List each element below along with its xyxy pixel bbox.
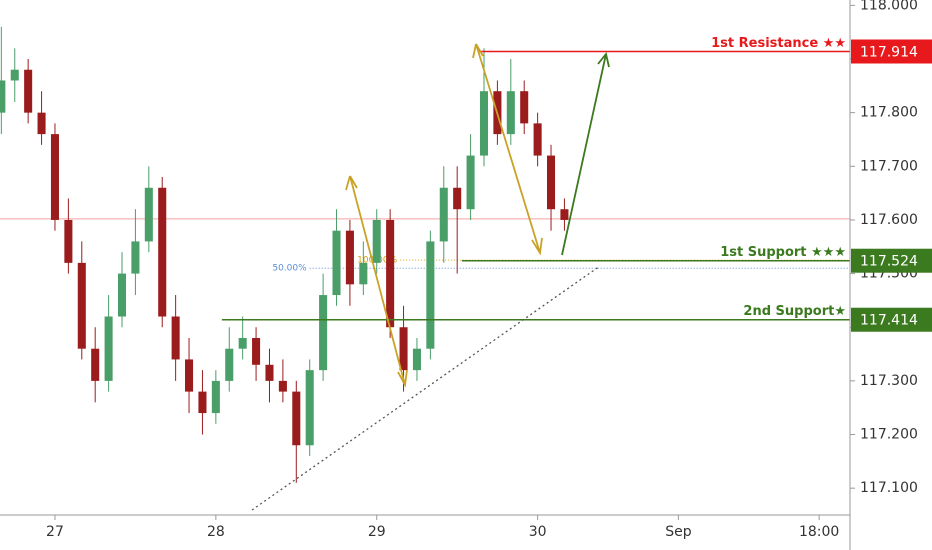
x-tick-label: 30 (529, 524, 547, 540)
candle-body (10, 69, 19, 81)
candle-body (305, 370, 314, 446)
candle-body (158, 187, 167, 317)
candle-body (426, 241, 435, 349)
y-tick-label: 118.000 (860, 0, 918, 13)
candle-body (466, 155, 475, 210)
x-tick-label: Sep (665, 524, 692, 540)
candle-body (372, 219, 381, 263)
axis-layer: 117.100117.200117.300117.400117.500117.6… (46, 0, 932, 540)
candle-body (359, 262, 368, 285)
candle-body (0, 80, 6, 113)
level-name: 1st Resistance ★★ (711, 36, 846, 51)
level-price-box (851, 39, 932, 64)
level-price-box (851, 248, 932, 273)
x-tick-label: 29 (368, 524, 386, 540)
level-name: 2nd Support★ (743, 304, 846, 319)
candle-body (520, 91, 529, 124)
candle-body (24, 69, 33, 113)
candle-body (278, 380, 287, 392)
candle-body (117, 273, 127, 317)
level-name: 1st Support ★★★ (720, 245, 846, 260)
candle-body (104, 316, 113, 381)
candle-body (479, 91, 489, 156)
candle-body (399, 327, 408, 371)
level-price: 117.914 (860, 45, 918, 61)
candle-body (292, 391, 301, 446)
candle-body (171, 316, 180, 360)
candle-body (560, 209, 569, 220)
y-tick-label: 117.600 (860, 212, 918, 228)
candle-body (185, 359, 194, 392)
candle-body (265, 364, 274, 381)
y-tick-label: 117.300 (860, 373, 918, 389)
candle-body (439, 187, 448, 242)
candle-body (547, 155, 556, 210)
arrow (345, 175, 408, 388)
y-tick-label: 117.700 (860, 158, 918, 174)
y-tick-label: 117.800 (860, 105, 918, 121)
candle-body (533, 123, 542, 156)
candle-body (412, 348, 421, 371)
level-price: 117.414 (860, 313, 918, 329)
candle-body (198, 391, 207, 414)
candle-body (50, 134, 59, 220)
candle-body (238, 337, 247, 349)
candle-body (131, 241, 140, 274)
candle-body (64, 219, 73, 263)
candle-body (91, 348, 100, 381)
projection-arrow (561, 51, 610, 256)
candle-body (332, 230, 341, 296)
candle-body (37, 112, 46, 135)
trendline (251, 265, 601, 511)
y-tick-label: 117.200 (860, 427, 918, 443)
x-tick-label: 27 (46, 524, 64, 540)
level-price: 117.524 (860, 254, 918, 270)
y-tick-label: 117.100 (860, 480, 918, 496)
x-tick-label: 28 (207, 524, 225, 540)
candle-body (144, 187, 153, 242)
candle-body (319, 295, 328, 371)
candle-body (345, 230, 354, 285)
level-price-box (851, 307, 932, 332)
candle-body (211, 380, 220, 414)
fib-label: 50.00% (272, 264, 307, 274)
arrow (472, 43, 543, 256)
candle-body (453, 187, 462, 210)
candle-body (386, 219, 395, 328)
wave-arrows (345, 43, 543, 388)
candle-body (225, 348, 234, 381)
candle-body (77, 262, 86, 349)
candle-body (252, 337, 261, 365)
marks-layer: 1st Resistance ★★ 1st Support ★★★ 2nd Supp… (0, 26, 850, 483)
x-tick-label: 18:00 (799, 524, 839, 540)
candle-body (506, 91, 515, 135)
